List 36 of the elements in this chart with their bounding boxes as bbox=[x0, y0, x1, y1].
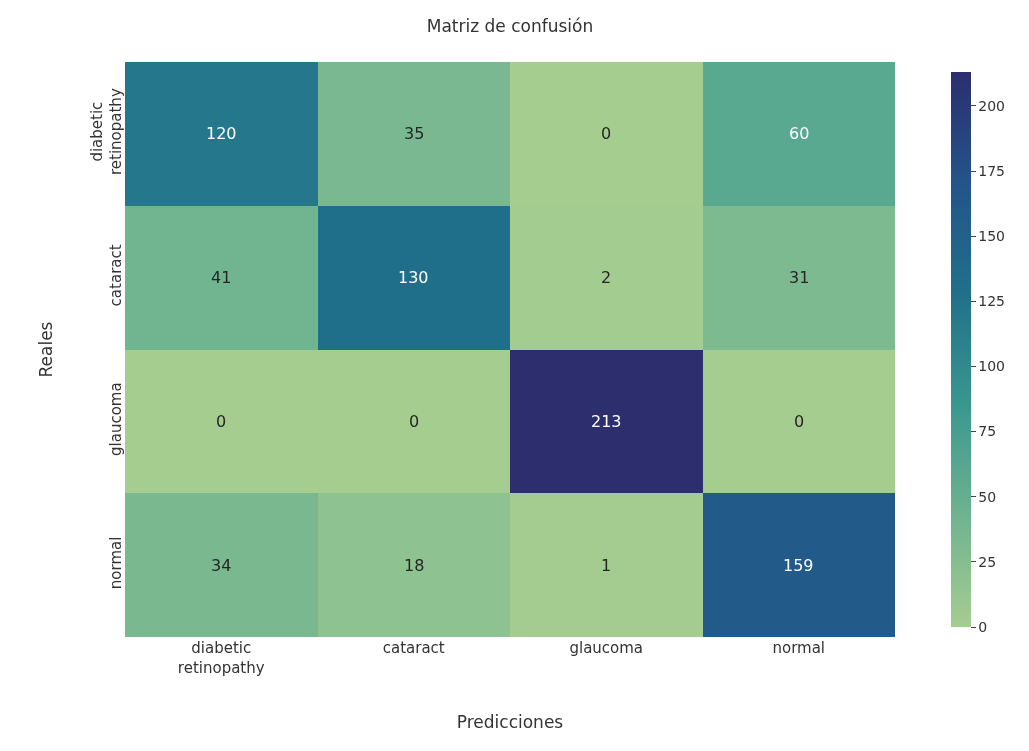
x-axis-title: Predicciones bbox=[456, 711, 564, 732]
x-tick-label: diabetic retinopathy bbox=[177, 639, 265, 677]
data-label: 60 bbox=[789, 124, 810, 143]
x-tick-label: glaucoma bbox=[569, 639, 644, 657]
color-bar-label: 125 bbox=[978, 293, 1006, 310]
x-tick-label: normal bbox=[772, 639, 826, 657]
y-tick-label: cataract bbox=[107, 244, 125, 307]
color-bar-label: 0 bbox=[978, 618, 988, 635]
color-bar-label: 75 bbox=[978, 423, 997, 440]
data-label: 35 bbox=[404, 124, 425, 143]
data-label: 130 bbox=[398, 268, 429, 287]
data-label: 0 bbox=[216, 412, 227, 431]
data-label: 213 bbox=[591, 412, 622, 431]
chart-title: Matriz de confusión bbox=[426, 15, 594, 36]
data-label: 0 bbox=[409, 412, 420, 431]
data-label: 1 bbox=[601, 556, 612, 575]
color-bar-label: 175 bbox=[978, 162, 1006, 179]
color-bar-label: 50 bbox=[978, 488, 997, 505]
color-bar-label: 25 bbox=[978, 553, 997, 570]
data-label: 0 bbox=[601, 124, 612, 143]
color-bar-label: 200 bbox=[978, 97, 1006, 114]
data-label: 31 bbox=[789, 268, 810, 287]
data-label: 120 bbox=[206, 124, 237, 143]
color-bar-label: 100 bbox=[978, 358, 1006, 375]
data-label: 0 bbox=[794, 412, 805, 431]
y-axis-title: Reales bbox=[36, 321, 57, 378]
y-tick-label: normal bbox=[107, 536, 125, 590]
y-tick-label: glaucoma bbox=[107, 382, 125, 456]
data-label: 18 bbox=[404, 556, 425, 575]
data-label: 2 bbox=[601, 268, 612, 287]
data-label: 159 bbox=[783, 556, 814, 575]
data-label: 34 bbox=[211, 556, 232, 575]
y-tick-label: diabetic retinopathy bbox=[87, 88, 125, 176]
color-bar-label: 150 bbox=[978, 228, 1006, 245]
x-tick-label: cataract bbox=[382, 639, 445, 657]
data-label: 41 bbox=[211, 268, 232, 287]
